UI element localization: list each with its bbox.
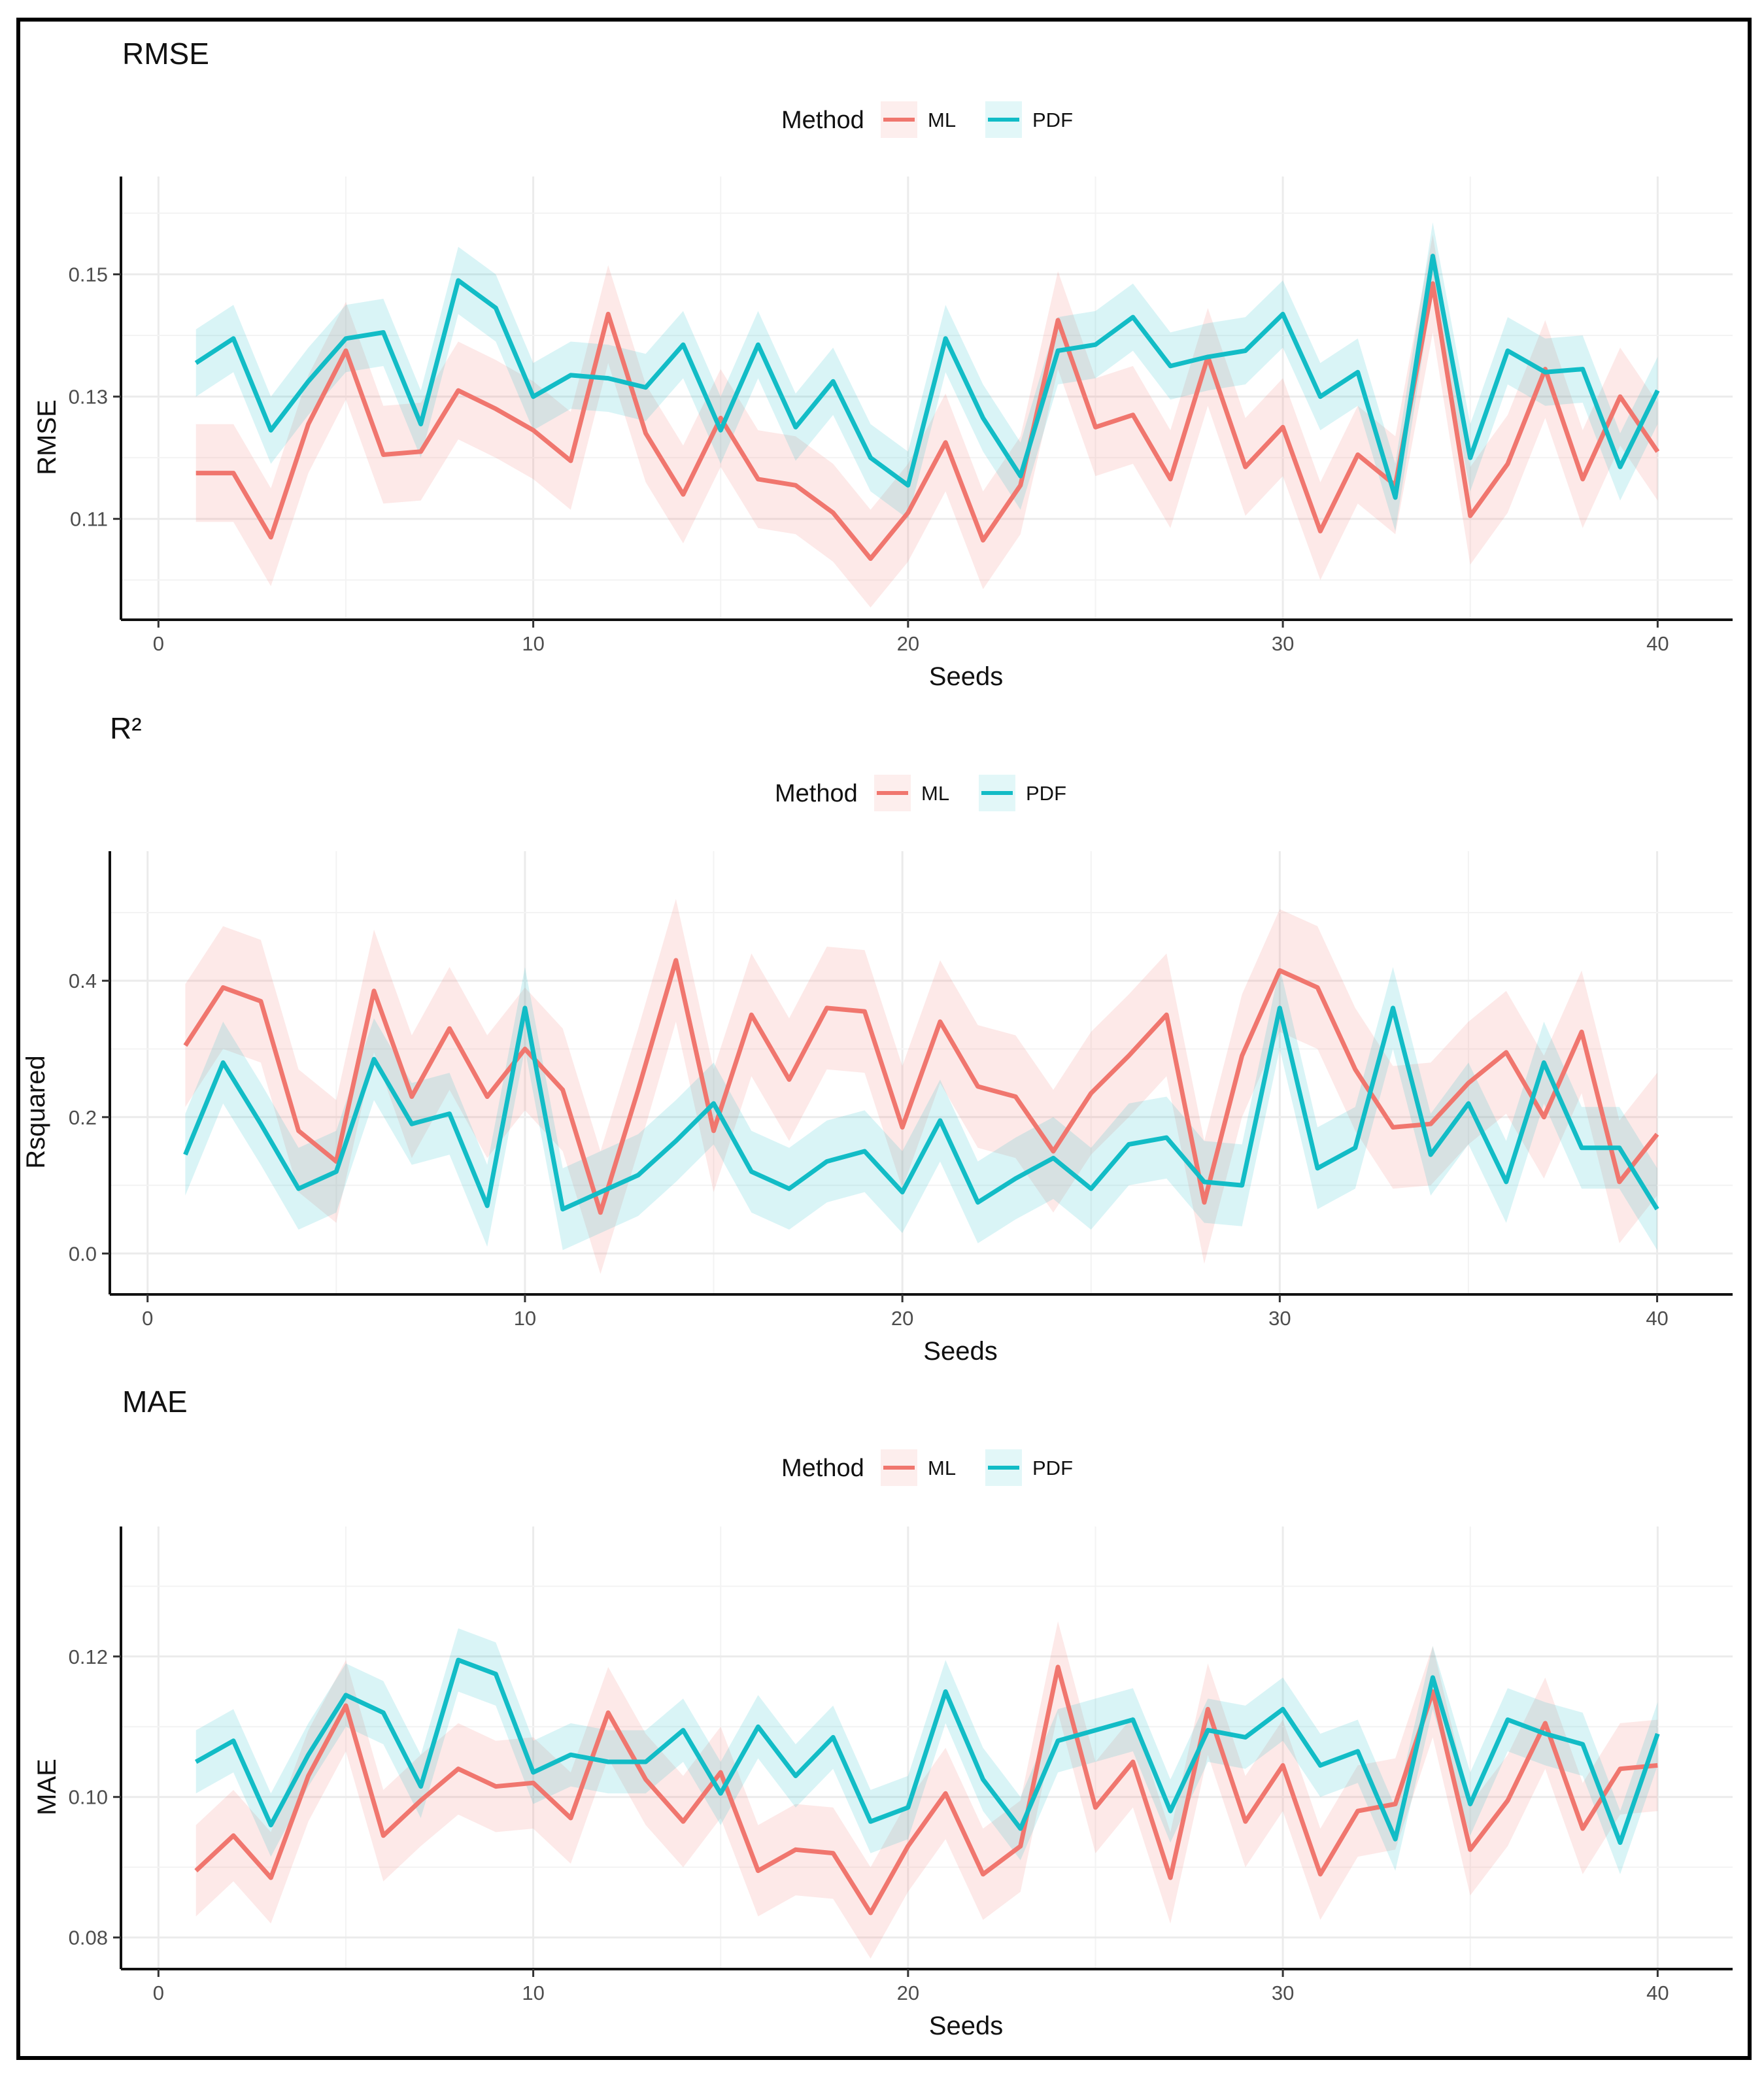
- x-axis-label: Seeds: [929, 662, 1003, 691]
- legend-label-pdf: PDF: [1026, 782, 1066, 805]
- series-line-pdf: [183, 1005, 1659, 1212]
- x-tick-label: 20: [897, 1982, 919, 2004]
- x-tick-label: 40: [1646, 1307, 1668, 1330]
- panel-0: RMSE Method ML PDF 0 10 20 30 40 0.11 0.13 0.15 Seed…: [33, 37, 1733, 691]
- legend-label-ml: ML: [928, 1457, 956, 1479]
- y-axis-label: Rsquared: [22, 1055, 50, 1168]
- x-axis-label: Seeds: [929, 2012, 1003, 2040]
- legend-label-pdf: PDF: [1032, 109, 1073, 131]
- legend-title: Method: [775, 780, 858, 807]
- legend-title: Method: [781, 1455, 864, 1482]
- ribbon-pdf: [195, 222, 1658, 531]
- legend: Method ML PDF: [781, 101, 1073, 138]
- x-tick-label: 10: [514, 1307, 536, 1330]
- x-tick-label: 10: [522, 1982, 544, 2004]
- gridlines: [121, 1527, 1733, 1969]
- legend: Method ML PDF: [775, 775, 1066, 811]
- panel-1: R² Method ML PDF 0 10 20 30 40 0.0 0.2 0.4 Seeds Rsqu…: [22, 711, 1733, 1366]
- ribbon-ml: [195, 234, 1658, 608]
- gridlines: [110, 851, 1733, 1294]
- series-line-pdf: [194, 1657, 1660, 1846]
- x-tick-label: 40: [1646, 1982, 1669, 2004]
- x-tick-label: 0: [153, 632, 164, 655]
- legend-label-ml: ML: [928, 109, 956, 131]
- y-tick-label: 0.0: [69, 1242, 97, 1265]
- y-axis-label: RMSE: [33, 399, 61, 475]
- x-tick-label: 30: [1272, 632, 1294, 655]
- y-tick-label: 0.11: [70, 508, 108, 531]
- chart-title: R²: [110, 711, 142, 745]
- legend-label-ml: ML: [921, 782, 949, 805]
- gridlines: [121, 177, 1733, 620]
- x-tick-label: 20: [891, 1307, 913, 1330]
- ribbon-ml: [195, 1621, 1658, 1959]
- y-tick-label: 0.12: [69, 1645, 108, 1668]
- x-axis-label: Seeds: [923, 1337, 997, 1366]
- x-tick-label: 40: [1646, 632, 1669, 655]
- series-line-pdf: [194, 254, 1660, 500]
- chart-title: MAE: [122, 1385, 188, 1419]
- series-line-ml: [183, 958, 1659, 1215]
- ribbon-pdf: [185, 967, 1657, 1251]
- legend: Method ML PDF: [781, 1449, 1073, 1486]
- chart-title: RMSE: [122, 37, 209, 71]
- y-tick-label: 0.13: [69, 386, 108, 409]
- x-tick-label: 0: [153, 1982, 164, 2004]
- y-tick-label: 0.08: [69, 1927, 108, 1949]
- y-tick-label: 0.4: [69, 970, 97, 992]
- y-tick-label: 0.15: [69, 263, 108, 286]
- figure-border: [16, 18, 1752, 2060]
- x-tick-label: 30: [1268, 1307, 1291, 1330]
- panel-2: MAE Method ML PDF 0 10 20 30 40 0.08 0.10 0.12 Seeds…: [33, 1385, 1733, 2040]
- x-tick-label: 0: [142, 1307, 153, 1330]
- ribbon-ml: [185, 899, 1657, 1274]
- x-tick-label: 30: [1272, 1982, 1294, 2004]
- y-tick-label: 0.10: [69, 1786, 108, 1809]
- legend-label-pdf: PDF: [1032, 1457, 1073, 1479]
- legend-title: Method: [781, 107, 864, 134]
- x-tick-label: 10: [522, 632, 544, 655]
- y-axis-label: MAE: [33, 1759, 61, 1815]
- series-line-ml: [194, 1664, 1658, 1915]
- y-tick-label: 0.2: [69, 1106, 97, 1129]
- x-tick-label: 20: [897, 632, 919, 655]
